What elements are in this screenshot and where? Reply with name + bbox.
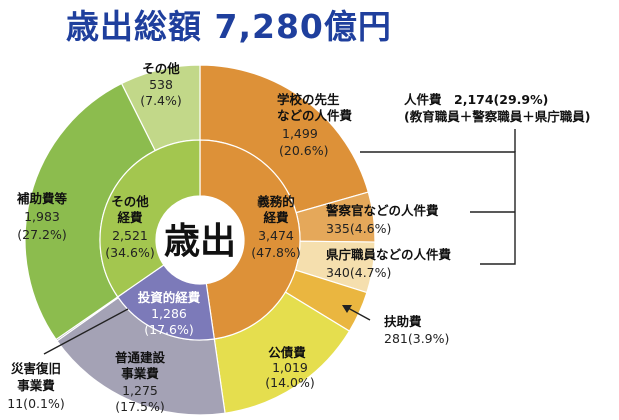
label-sonota-outer-percent: (7.4%) xyxy=(140,93,182,108)
label-fujo: 扶助費 281(3.9%) xyxy=(384,314,449,346)
label-police: 警察官などの人件費 335(4.6%) xyxy=(325,203,439,236)
label-toushi-percent: (17.6%) xyxy=(144,322,193,337)
label-kousai-name: 公債費 xyxy=(268,345,306,360)
label-staff-value: 340(4.7%) xyxy=(326,265,391,280)
label-sonota-outer-name: その他 xyxy=(142,61,180,76)
center-hole xyxy=(156,196,244,284)
saigai-leader xyxy=(43,308,129,355)
chart-title: 歳出総額 7,280億円 xyxy=(66,7,392,46)
inner-slice-0 xyxy=(199,139,301,340)
label-kousai-value: 1,019 xyxy=(272,360,308,375)
label-teacher-name-1: 学校の先生 xyxy=(277,92,340,107)
label-teacher-value: 1,499 xyxy=(282,126,318,141)
label-staff: 県庁職員などの人件費 340(4.7%) xyxy=(326,247,452,280)
label-saigai-name-2: 事業費 xyxy=(17,378,55,393)
label-futsuu-name-1: 普通建設 xyxy=(115,350,166,365)
label-gimu-name-1: 義務的 xyxy=(257,194,295,209)
label-saigai-value: 11(0.1%) xyxy=(7,396,64,411)
label-toushi-value: 1,286 xyxy=(151,306,187,321)
label-sonota-inner-value: 2,521 xyxy=(112,228,148,243)
label-futsuu-name-2: 事業費 xyxy=(121,366,159,381)
label-fujo-name: 扶助費 xyxy=(384,314,422,329)
label-kousai: 公債費 1,019 (14.0%) xyxy=(265,345,314,390)
label-saigai: 災害復旧 事業費 11(0.1%) xyxy=(7,361,64,411)
label-gimu-percent: (47.8%) xyxy=(251,245,300,260)
label-sonota-inner: その他 経費 2,521 (34.6%) xyxy=(105,194,154,260)
label-futsuu: 普通建設 事業費 1,275 (17.5%) xyxy=(115,350,166,414)
label-sonota-inner-percent: (34.6%) xyxy=(105,245,154,260)
label-toushi-name: 投資的経費 xyxy=(138,290,201,305)
leader-lines xyxy=(43,129,516,355)
label-teacher: 学校の先生 などの人件費 1,499 (20.6%) xyxy=(277,92,353,158)
inner-ring xyxy=(99,139,301,341)
callout-bracket xyxy=(360,151,516,265)
label-sonota-inner-name-2: 経費 xyxy=(117,210,143,225)
label-hojo-name: 補助費等 xyxy=(16,191,68,206)
callout-title: 人件費 2,174(29.9%) xyxy=(404,92,548,107)
label-futsuu-value: 1,275 xyxy=(122,383,158,398)
label-gimu-value: 3,474 xyxy=(258,228,294,243)
label-staff-name: 県庁職員などの人件費 xyxy=(326,247,452,262)
label-gimu-name-2: 経費 xyxy=(263,210,289,225)
label-teacher-name-2: などの人件費 xyxy=(277,108,353,123)
label-saigai-name-1: 災害復旧 xyxy=(10,361,61,376)
label-police-name: 警察官などの人件費 xyxy=(325,203,439,218)
label-police-value: 335(4.6%) xyxy=(326,221,391,236)
outer-ring xyxy=(24,64,376,416)
label-hojo-percent: (27.2%) xyxy=(17,227,66,242)
callout-detail: (教育職員＋警察職員＋県庁職員) xyxy=(404,109,590,124)
label-toushi: 投資的経費 1,286 (17.6%) xyxy=(138,290,201,337)
label-teacher-percent: (20.6%) xyxy=(279,143,328,158)
label-kousai-percent: (14.0%) xyxy=(265,375,314,390)
label-futsuu-percent: (17.5%) xyxy=(115,399,164,414)
label-fujo-value: 281(3.9%) xyxy=(384,331,449,346)
label-hojo-value: 1,983 xyxy=(24,209,60,224)
center-label: 歳出 xyxy=(164,221,236,262)
label-gimu: 義務的 経費 3,474 (47.8%) xyxy=(251,194,300,260)
label-sonota-outer: その他 538 (7.4%) xyxy=(140,61,182,108)
label-sonota-outer-value: 538 xyxy=(149,77,173,92)
label-sonota-inner-name-1: その他 xyxy=(111,194,149,209)
label-hojo: 補助費等 1,983 (27.2%) xyxy=(16,191,68,242)
fujo-arrow xyxy=(342,305,371,321)
